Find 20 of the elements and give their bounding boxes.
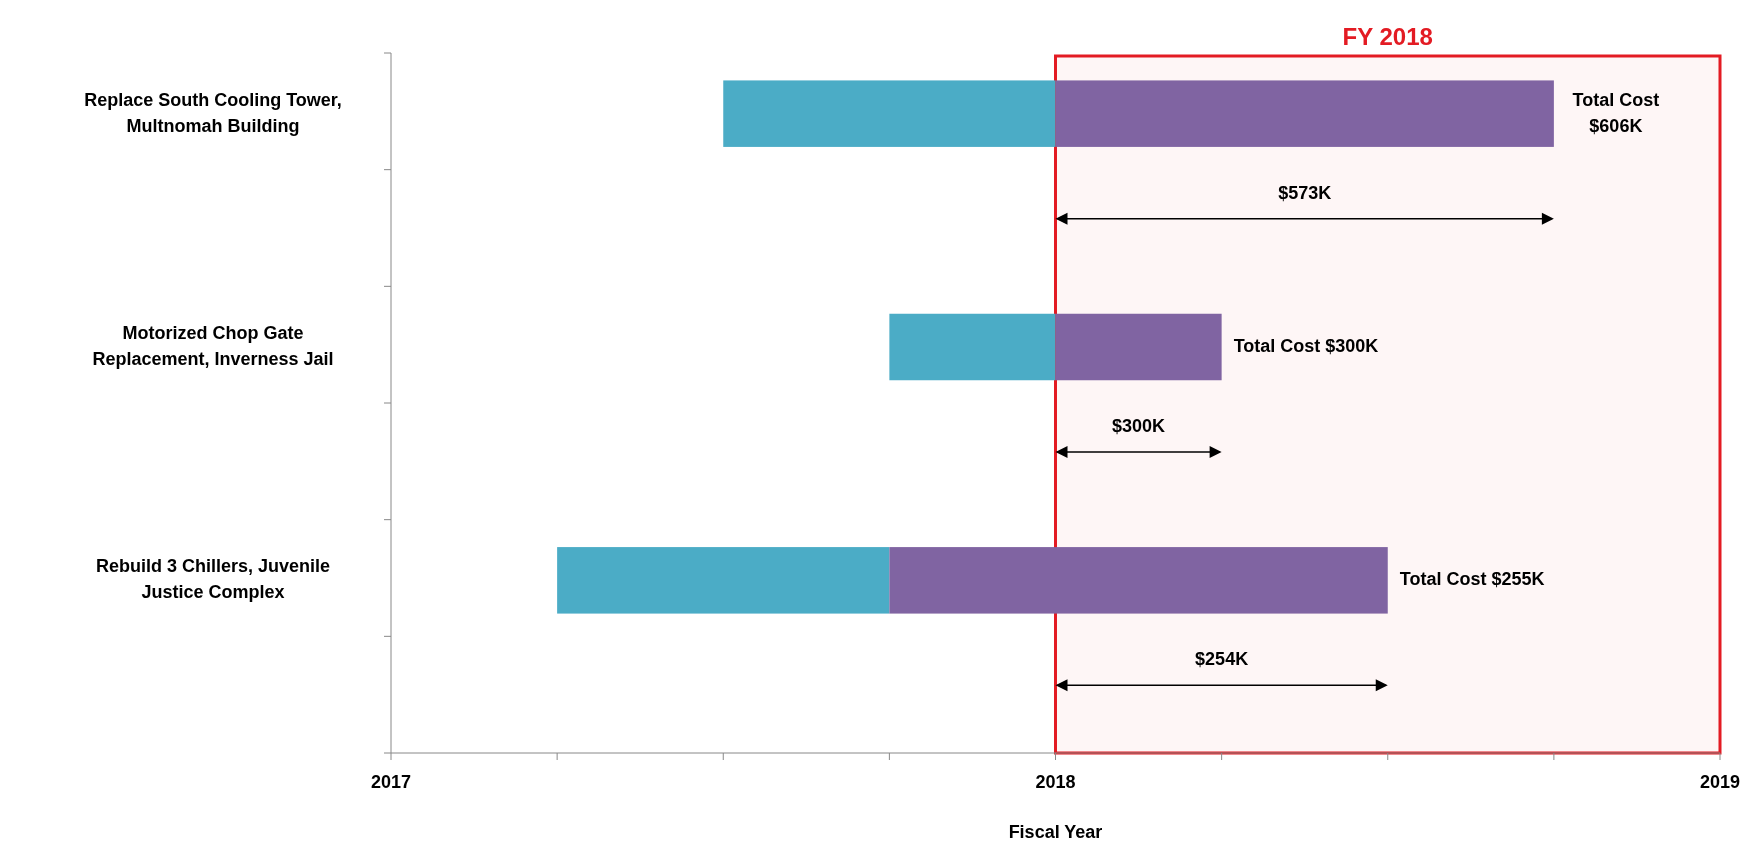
bar xyxy=(557,547,890,614)
annotation: $300K xyxy=(1112,416,1166,436)
annotation: Total Cost $255K xyxy=(1399,569,1545,590)
bar xyxy=(889,547,1388,614)
x-tick-label: 2017 xyxy=(370,772,412,792)
bar xyxy=(1055,313,1222,381)
x-tick-label: 2018 xyxy=(1035,772,1076,792)
band-label: FY 2018 xyxy=(1342,23,1433,50)
annotation: Total Cost $300K xyxy=(1233,335,1379,356)
y-tick-label: Replace South Cooling Tower, Multnomah Building xyxy=(84,89,342,136)
annotation: $573K xyxy=(1278,182,1332,203)
bar xyxy=(889,313,1056,381)
bar xyxy=(723,80,1056,147)
annotation: $254K xyxy=(1195,649,1249,670)
bar xyxy=(1055,80,1554,147)
x-tick-label: 2019 xyxy=(1699,772,1741,792)
x-axis-title: Fiscal Year xyxy=(1008,822,1103,842)
annotation: Total Cost $606K xyxy=(1572,89,1660,136)
y-tick-label: Motorized Chop Gate Replacement, Inverness Jail xyxy=(92,322,334,369)
y-tick-label: Rebuild 3 Chillers, Juvenile Justice Complex xyxy=(95,556,331,603)
